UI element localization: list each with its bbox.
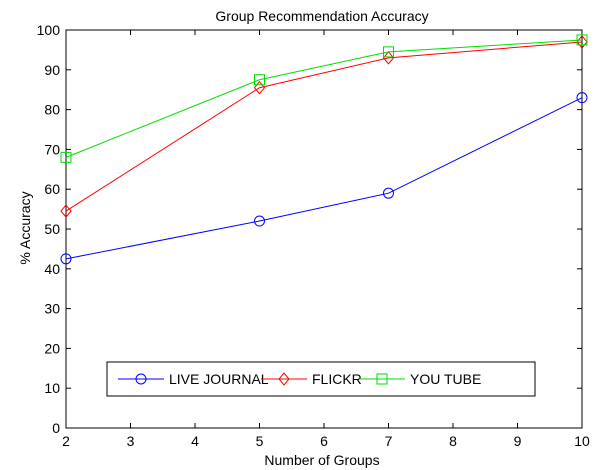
data-point — [383, 187, 394, 199]
x-tick-label: 4 — [191, 433, 199, 449]
legend-box — [106, 361, 536, 397]
x-tick-label: 6 — [320, 433, 328, 449]
data-point — [576, 92, 588, 104]
x-tick-label: 9 — [514, 433, 522, 449]
x-tick-label: 10 — [574, 433, 590, 449]
data-point — [382, 51, 395, 65]
legend-marker — [278, 372, 290, 386]
legend-label: YOU TUBE — [410, 371, 481, 387]
x-axis-label: Number of Groups — [264, 452, 379, 468]
legend: LIVE JOURNAL FLICKR YOU TUBE — [106, 361, 536, 397]
y-tick-label: 60 — [44, 181, 60, 197]
data-point — [254, 74, 265, 86]
y-tick-label: 30 — [44, 301, 60, 317]
legend-marker — [376, 373, 388, 385]
data-point — [253, 80, 266, 95]
y-tick-label: 80 — [44, 102, 60, 118]
x-tick-label: 3 — [127, 433, 135, 449]
legend-label: FLICKR — [312, 371, 362, 387]
y-tick-label: 70 — [44, 141, 60, 157]
data-point — [254, 215, 265, 227]
x-tick-label: 2 — [62, 433, 70, 449]
legend-label: LIVE JOURNAL — [169, 371, 269, 387]
y-tick-label: 20 — [44, 340, 60, 356]
x-tick-label: 8 — [449, 433, 457, 449]
y-tick-label: 0 — [52, 420, 60, 436]
data-point — [576, 34, 588, 46]
data-point — [60, 151, 72, 163]
data-point — [383, 46, 394, 58]
y-axis-label: % Accuracy — [17, 191, 33, 264]
legend-entry: LIVE JOURNAL — [118, 371, 269, 387]
y-tick-label: 100 — [37, 22, 61, 38]
legend-entry: YOU TUBE — [359, 371, 481, 387]
x-tick-label: 7 — [385, 433, 393, 449]
y-tick-label: 10 — [44, 380, 60, 396]
series-line — [65, 97, 583, 260]
y-tick-label: 90 — [44, 62, 60, 78]
x-tick-label: 5 — [256, 433, 264, 449]
y-tick-label: 40 — [44, 261, 60, 277]
series-0 — [60, 92, 588, 265]
data-point — [60, 204, 72, 218]
data-point — [60, 253, 72, 265]
series-2 — [60, 34, 588, 163]
series-line — [65, 41, 583, 212]
series-line — [65, 39, 583, 158]
chart-title: Group Recommendation Accuracy — [215, 8, 428, 24]
legend-marker — [135, 373, 147, 385]
series-layer — [60, 34, 588, 265]
legend-entry: FLICKR — [261, 371, 362, 387]
y-tick-label: 50 — [44, 221, 60, 237]
